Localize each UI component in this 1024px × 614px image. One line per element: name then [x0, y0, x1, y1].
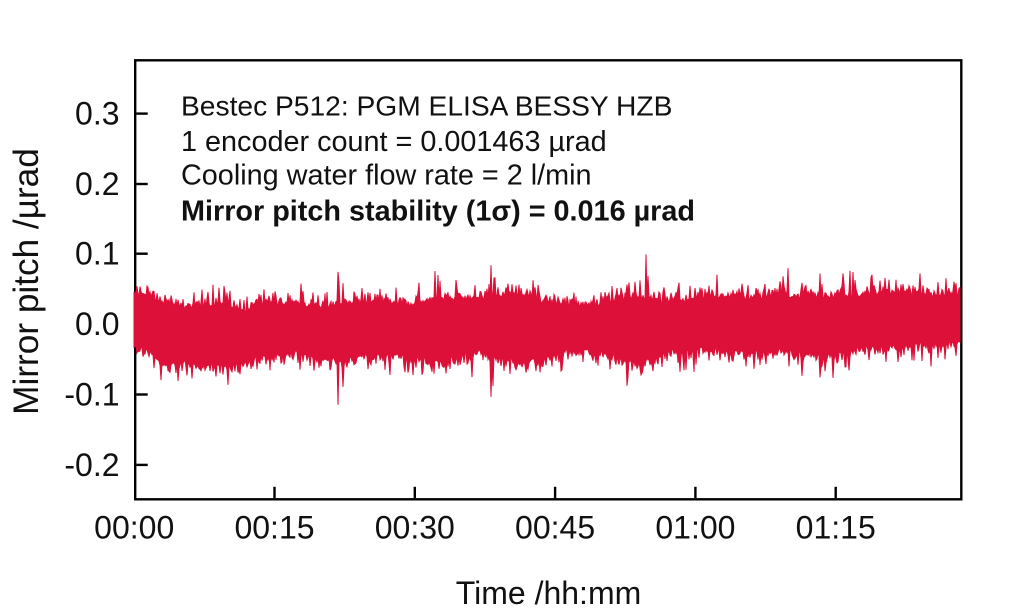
svg-text:Mirror pitch stability (1σ) =: Mirror pitch stability (1σ) = 0.016 µrad — [181, 195, 695, 227]
svg-text:Time /hh:mm: Time /hh:mm — [456, 575, 642, 611]
svg-text:00:00: 00:00 — [94, 510, 174, 546]
svg-text:1 encoder count = 0.001463 µra: 1 encoder count = 0.001463 µrad — [181, 126, 607, 158]
svg-text:0.1: 0.1 — [75, 236, 119, 272]
svg-text:-0.1: -0.1 — [64, 377, 119, 413]
svg-text:Cooling water flow rate = 2 l/: Cooling water flow rate = 2 l/min — [181, 160, 592, 192]
svg-text:01:15: 01:15 — [796, 510, 876, 546]
svg-text:Bestec P512: PGM ELISA BESSY H: Bestec P512: PGM ELISA BESSY HZB — [181, 89, 672, 121]
svg-text:0.0: 0.0 — [75, 306, 119, 342]
svg-text:00:30: 00:30 — [375, 510, 455, 546]
svg-text:0.3: 0.3 — [75, 96, 119, 132]
svg-text:Mirror pitch /µrad: Mirror pitch /µrad — [7, 148, 46, 415]
svg-text:-0.2: -0.2 — [64, 447, 119, 483]
svg-text:0.2: 0.2 — [75, 166, 119, 202]
svg-text:00:15: 00:15 — [234, 510, 314, 546]
svg-text:00:45: 00:45 — [515, 510, 595, 546]
svg-text:01:00: 01:00 — [655, 510, 735, 546]
